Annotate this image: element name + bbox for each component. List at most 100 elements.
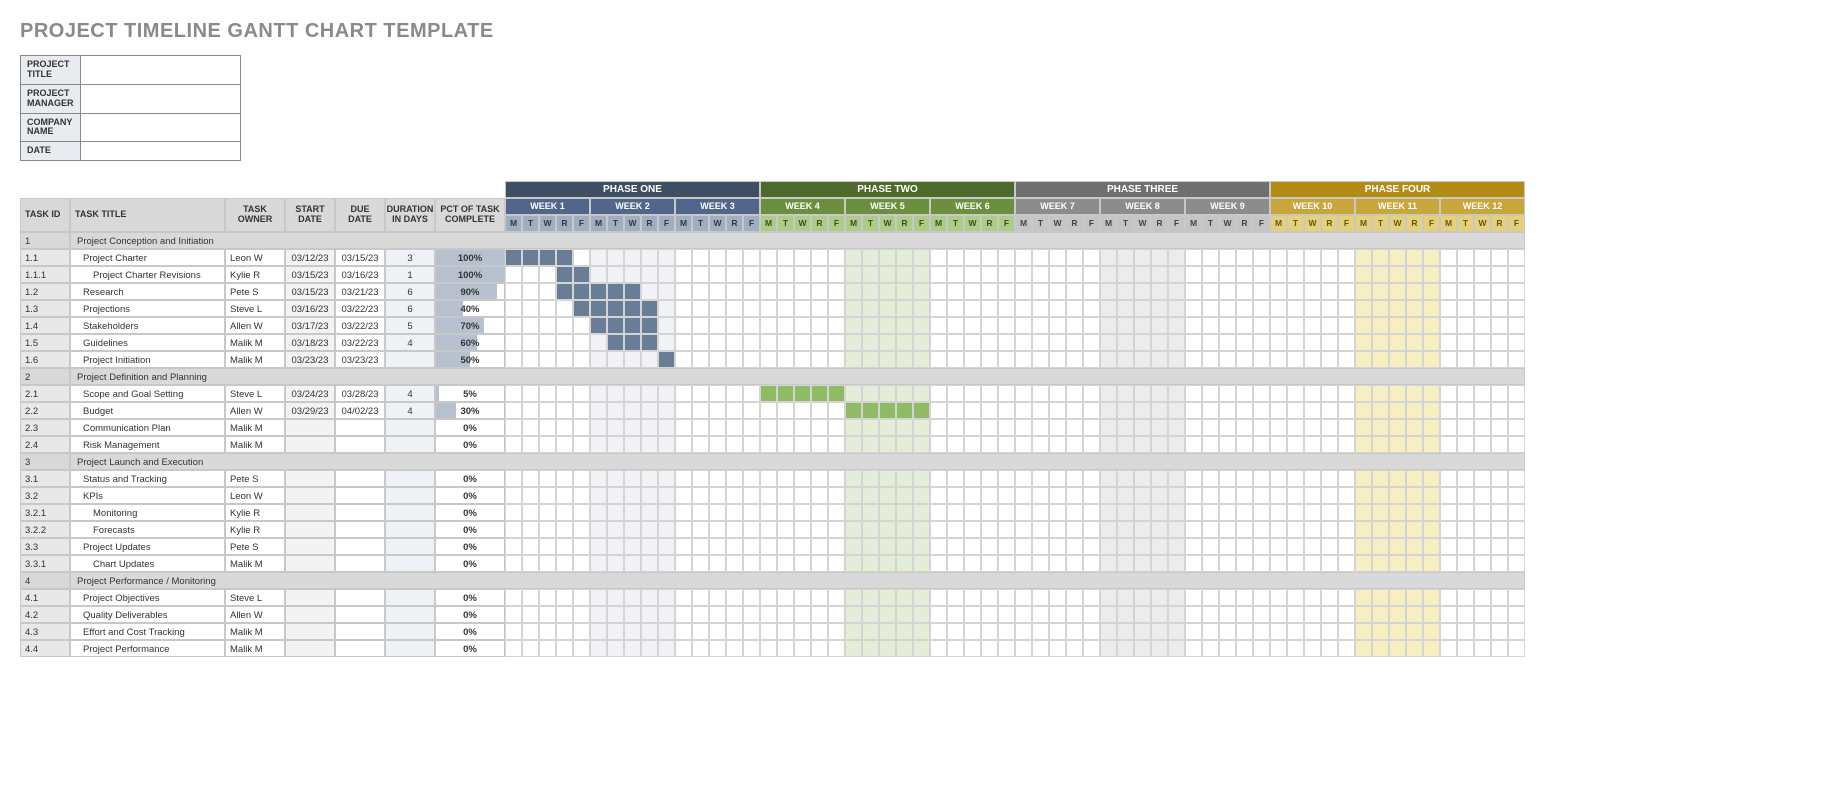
gantt-cell [930, 300, 947, 317]
gantt-cell [1338, 555, 1355, 572]
gantt-cell [539, 419, 556, 436]
gantt-cell [1049, 521, 1066, 538]
meta-value-company-name[interactable] [80, 113, 240, 142]
gantt-cell [1406, 470, 1423, 487]
meta-value-date[interactable] [80, 142, 240, 161]
gantt-cell [692, 504, 709, 521]
gantt-cell [1168, 334, 1185, 351]
col-header-pct: PCT OF TASK COMPLETE [435, 198, 505, 232]
gantt-cell [862, 436, 879, 453]
gantt-cell [1304, 249, 1321, 266]
gantt-cell [794, 538, 811, 555]
task-pct: 5% [435, 385, 505, 402]
day-header: M [675, 215, 692, 232]
gantt-cell [879, 266, 896, 283]
gantt-cell [930, 249, 947, 266]
gantt-cell [709, 317, 726, 334]
gantt-cell [1202, 521, 1219, 538]
gantt-cell [505, 436, 522, 453]
week-header: WEEK 3 [675, 198, 760, 215]
gantt-cell [1083, 419, 1100, 436]
gantt-cell [692, 521, 709, 538]
week-header: WEEK 9 [1185, 198, 1270, 215]
task-id: 1.3 [20, 300, 70, 317]
gantt-cell [1440, 436, 1457, 453]
meta-value-project-title[interactable] [80, 56, 240, 85]
gantt-cell [1117, 300, 1134, 317]
gantt-cell [1389, 266, 1406, 283]
task-due [335, 589, 385, 606]
task-id: 2.1 [20, 385, 70, 402]
gantt-cell [760, 555, 777, 572]
gantt-cell [1168, 436, 1185, 453]
gantt-cell [658, 402, 675, 419]
gantt-cell [1287, 623, 1304, 640]
gantt-cell [828, 266, 845, 283]
gantt-cell [1423, 419, 1440, 436]
gantt-cell [1440, 385, 1457, 402]
task-start [285, 521, 335, 538]
gantt-cell [828, 606, 845, 623]
gantt-cell [505, 317, 522, 334]
gantt-cell [879, 317, 896, 334]
gantt-cell [675, 436, 692, 453]
gantt-cell [1474, 385, 1491, 402]
gantt-cell [1151, 317, 1168, 334]
week-header: WEEK 2 [590, 198, 675, 215]
gantt-cell [1236, 419, 1253, 436]
gantt-cell [1202, 589, 1219, 606]
gantt-cell [794, 470, 811, 487]
gantt-cell [743, 385, 760, 402]
gantt-cell [760, 419, 777, 436]
gantt-cell [1185, 589, 1202, 606]
gantt-cell [1270, 402, 1287, 419]
gantt-cell [879, 351, 896, 368]
gantt-cell [1049, 589, 1066, 606]
gantt-cell [692, 249, 709, 266]
gantt-cell [828, 470, 845, 487]
gantt-cell [862, 266, 879, 283]
gantt-cell [505, 640, 522, 657]
week-header: WEEK 10 [1270, 198, 1355, 215]
gantt-cell [505, 538, 522, 555]
gantt-cell [709, 640, 726, 657]
meta-value-project-manager[interactable] [80, 84, 240, 113]
gantt-cell [1100, 470, 1117, 487]
gantt-cell [1321, 351, 1338, 368]
gantt-cell [505, 402, 522, 419]
gantt-cell [522, 589, 539, 606]
gantt-cell [777, 283, 794, 300]
gantt-cell [692, 266, 709, 283]
task-owner: Kylie R [225, 504, 285, 521]
gantt-cell [1117, 436, 1134, 453]
phase-header: PHASE FOUR [1270, 181, 1525, 198]
gantt-cell [1100, 640, 1117, 657]
gantt-cell [1287, 266, 1304, 283]
gantt-cell [675, 555, 692, 572]
gantt-cell [794, 402, 811, 419]
gantt-cell [709, 623, 726, 640]
gantt-cell [760, 317, 777, 334]
day-header: T [1287, 215, 1304, 232]
task-pct: 0% [435, 487, 505, 504]
gantt-cell [522, 334, 539, 351]
day-header: M [930, 215, 947, 232]
gantt-cell [743, 283, 760, 300]
task-start: 03/12/23 [285, 249, 335, 266]
gantt-cell [1134, 402, 1151, 419]
task-due [335, 487, 385, 504]
gantt-cell [1287, 249, 1304, 266]
gantt-cell [1304, 385, 1321, 402]
gantt-cell [777, 606, 794, 623]
gantt-cell [1032, 249, 1049, 266]
gantt-cell [1491, 589, 1508, 606]
gantt-cell [1100, 300, 1117, 317]
gantt-cell [1508, 300, 1525, 317]
gantt-cell [1372, 300, 1389, 317]
task-duration [385, 419, 435, 436]
gantt-cell [1134, 470, 1151, 487]
gantt-cell [1406, 351, 1423, 368]
gantt-cell [1083, 436, 1100, 453]
gantt-cell [607, 555, 624, 572]
gantt-cell [1491, 402, 1508, 419]
